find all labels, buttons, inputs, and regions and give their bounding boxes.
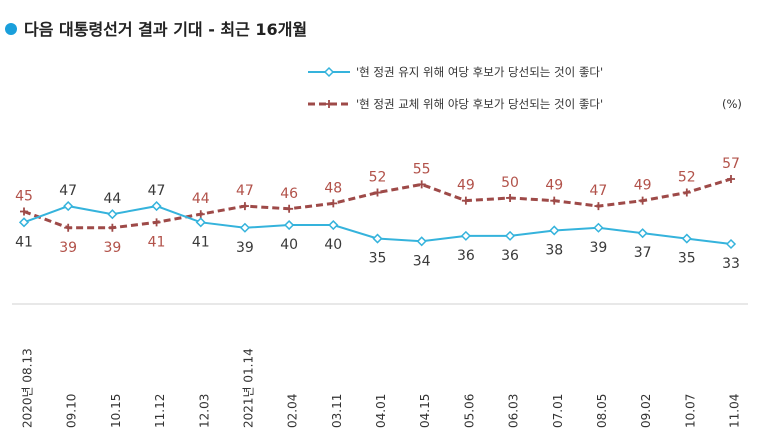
series-2-data-label: 50 <box>501 175 519 191</box>
series-2-point <box>329 199 338 208</box>
series-1-point <box>505 230 516 241</box>
series-1-point <box>460 230 471 241</box>
series-2-point <box>285 204 294 213</box>
series-1-point <box>284 219 295 231</box>
series-1-data-label: 47 <box>148 183 166 199</box>
series-2-point <box>727 175 735 183</box>
x-tick-label: 04.01 <box>374 394 388 428</box>
series-1-data-label: 34 <box>413 253 431 269</box>
x-tick-label: 12.03 <box>197 394 211 428</box>
legend-label-series-1: '현 정권 유지 위해 여당 후보가 당선되는 것이 좋다' <box>356 65 603 79</box>
legend-label-series-2: '현 정권 교체 위해 야당 후보가 당선되는 것이 좋다' <box>356 97 603 111</box>
series-2-point <box>594 202 603 211</box>
x-tick-label: 07.01 <box>551 394 565 428</box>
series-1-data-label: 44 <box>103 191 121 207</box>
x-tick-label: 02.04 <box>286 394 300 428</box>
series-2-data-label: 47 <box>590 183 608 199</box>
series-2-point <box>373 188 382 197</box>
series-1-data-label: 41 <box>192 234 210 250</box>
series-2-point <box>461 196 470 205</box>
series-2-data-label: 49 <box>634 178 652 194</box>
series-2-point <box>64 223 73 232</box>
x-tick-label: 2020년 08.13 <box>21 348 35 428</box>
legend: '현 정권 유지 위해 여당 후보가 당선되는 것이 좋다' '현 정권 교체 … <box>308 65 742 111</box>
chart-title: 다음 대통령선거 결과 기대 - 최근 16개월 <box>24 20 307 39</box>
series-1-point <box>239 222 250 233</box>
series-1-point <box>107 209 118 220</box>
series-2-data-label: 52 <box>369 170 387 186</box>
series-1-data-label: 37 <box>634 245 652 261</box>
series-2-line <box>23 177 732 230</box>
series-2-data-label: 45 <box>15 189 33 205</box>
series-2-point <box>240 202 249 211</box>
legend-marker-series-1 <box>323 66 335 78</box>
x-tick-labels: 2020년 08.13 09.10 10.15 11.12 12.03 2021년 01.… <box>21 348 742 428</box>
series-1-data-label: 40 <box>324 237 342 253</box>
series-2-data-label: 41 <box>148 234 166 250</box>
x-tick-label: 11.04 <box>728 394 742 428</box>
series-1-data-label: 47 <box>59 183 77 199</box>
x-tick-label: 05.06 <box>462 394 476 428</box>
series-2-data-label: 49 <box>545 178 563 194</box>
series-1-point <box>416 236 427 247</box>
x-tick-label: 09.02 <box>639 394 653 428</box>
legend-marker-series-2 <box>325 100 333 108</box>
series-2-data-label: 57 <box>722 156 740 172</box>
series-1-point <box>151 201 162 212</box>
x-tick-label: 03.11 <box>330 394 344 428</box>
x-tick-label: 09.10 <box>65 394 79 428</box>
series-2-data-label: 47 <box>236 183 254 199</box>
series-2-point <box>638 196 647 205</box>
series-2-data-label: 49 <box>457 178 475 194</box>
series-2-data-label: 44 <box>192 191 210 207</box>
x-tick-label: 11.12 <box>153 394 167 428</box>
series-1-data-label: 35 <box>369 251 387 267</box>
series-2-data-label: 46 <box>280 186 298 202</box>
series-1-data-label: 39 <box>590 240 608 256</box>
series-2-data-label: 55 <box>413 161 431 177</box>
series-2-data-label: 39 <box>103 240 121 256</box>
series-2-point <box>108 223 117 232</box>
series-1-point <box>593 222 604 233</box>
series-1-data-label: 38 <box>545 242 563 258</box>
series-1-data-label: 36 <box>501 248 519 264</box>
series-2-point <box>196 210 205 219</box>
series-2-point <box>550 196 559 205</box>
series-1-point <box>637 228 648 239</box>
series-2-point <box>152 218 161 227</box>
series-1-data-label: 35 <box>678 251 696 267</box>
series-1-point <box>63 201 74 212</box>
x-tick-label: 08.05 <box>595 394 609 428</box>
legend-unit: (%) <box>722 97 742 111</box>
series-1-point <box>725 238 737 250</box>
x-tick-label: 10.15 <box>109 394 123 428</box>
x-tick-label: 06.03 <box>507 394 521 428</box>
series-1-data-label: 40 <box>280 237 298 253</box>
series-2-data-label: 39 <box>59 240 77 256</box>
series-1-data-label: 33 <box>722 256 740 272</box>
x-tick-label: 04.15 <box>418 394 432 428</box>
series-2-point <box>682 188 691 197</box>
series-1-data-label: 41 <box>15 234 33 250</box>
series-2-point <box>506 193 515 202</box>
chart-marks: 41 47 44 47 41 39 40 40 35 34 36 36 38 39 37 35 33 45 39 39… <box>15 156 740 272</box>
series-2-point <box>20 207 28 216</box>
series-1-point <box>372 233 383 244</box>
series-1-point <box>195 217 206 228</box>
series-1-point <box>681 233 692 244</box>
x-tick-label: 10.07 <box>683 394 697 428</box>
series-1-data-label: 39 <box>236 240 254 256</box>
series-1-data-label: 36 <box>457 248 475 264</box>
series-1-point <box>328 219 339 231</box>
series-2-point <box>417 180 426 189</box>
series-2-data-label: 48 <box>324 180 342 196</box>
x-tick-label: 2021년 01.14 <box>241 348 255 428</box>
series-1-point <box>18 217 30 228</box>
series-2-data-label: 52 <box>678 170 696 186</box>
series-1-point <box>549 225 560 236</box>
title-bullet-icon <box>5 23 17 35</box>
